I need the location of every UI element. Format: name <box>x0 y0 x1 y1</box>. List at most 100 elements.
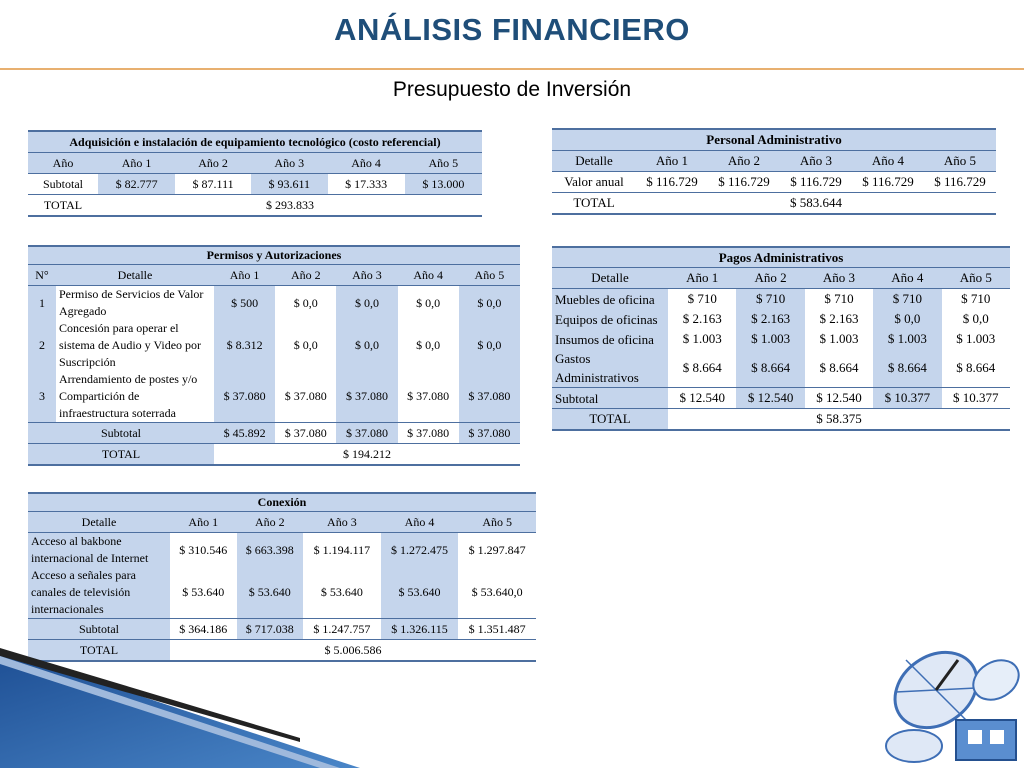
personal-table: Personal Administrativo Detalle Año 1 Añ… <box>552 128 996 215</box>
pagos-total-label: TOTAL <box>552 408 668 431</box>
permisos-row-value: $ 37.080 <box>275 371 337 423</box>
permisos-subtotal-5: $ 37.080 <box>458 422 520 444</box>
pagos-row-value: $ 2.163 <box>668 309 737 329</box>
permisos-row-number: 2 <box>28 320 56 371</box>
conexion-header-5: Año 5 <box>458 511 536 533</box>
personal-header-3: Año 3 <box>780 150 852 172</box>
conexion-row-value: $ 53.640 <box>236 567 304 619</box>
table-row: Acceso a señales para canales de televis… <box>28 567 536 619</box>
conexion-row-value: $ 1.272.475 <box>380 532 459 567</box>
pagos-row-value: $ 1.003 <box>941 329 1010 349</box>
permisos-header-4: Año 3 <box>336 264 398 286</box>
personal-header-0: Detalle <box>552 150 636 172</box>
pagos-subtotal-1: $ 12.540 <box>668 387 737 409</box>
table-row: 2 Concesión para operar el sistema de Au… <box>28 320 520 371</box>
table-row: 3 Arrendamiento de postes y/o Compartici… <box>28 371 520 423</box>
conexion-header-3: Año 3 <box>303 511 381 533</box>
adquisicion-subtotal-4: $ 17.333 <box>327 173 405 195</box>
permisos-row-value: $ 37.080 <box>336 371 398 423</box>
personal-caption: Personal Administrativo <box>552 128 996 151</box>
pagos-row-value: $ 0,0 <box>873 309 942 329</box>
conexion-subtotal-3: $ 1.247.757 <box>303 618 381 640</box>
pagos-row-value: $ 1.003 <box>873 329 942 349</box>
adquisicion-subtotal-label: Subtotal <box>28 173 98 195</box>
adquisicion-header-1: Año 1 <box>98 152 176 174</box>
adquisicion-table: Adquisición e instalación de equipamient… <box>28 130 482 217</box>
conexion-subtotal-4: $ 1.326.115 <box>380 618 459 640</box>
adquisicion-total-label: TOTAL <box>28 194 98 217</box>
personal-total-label: TOTAL <box>552 192 636 215</box>
personal-row-label: Valor anual <box>552 171 636 193</box>
permisos-row-value: $ 0,0 <box>275 285 337 320</box>
pagos-subtotal-2: $ 12.540 <box>736 387 805 409</box>
conexion-header-0: Detalle <box>28 511 170 533</box>
pagos-row-value: $ 1.003 <box>668 329 737 349</box>
pagos-row-value: $ 1.003 <box>736 329 805 349</box>
permisos-total-value: $ 194.212 <box>214 443 520 466</box>
table-row: Muebles de oficina $ 710 $ 710 $ 710 $ 7… <box>552 288 1010 309</box>
adquisicion-subtotal-2: $ 87.111 <box>175 173 251 195</box>
permisos-total-label: TOTAL <box>28 443 214 466</box>
conexion-table: Conexión Detalle Año 1 Año 2 Año 3 Año 4… <box>28 492 536 662</box>
adquisicion-header-5: Año 5 <box>404 152 482 174</box>
permisos-row-value: $ 37.080 <box>214 371 276 423</box>
permisos-header-2: Año 1 <box>214 264 276 286</box>
table-row: Insumos de oficina $ 1.003 $ 1.003 $ 1.0… <box>552 329 1010 349</box>
adquisicion-subtotal-3: $ 93.611 <box>250 173 328 195</box>
pagos-subtotal-label: Subtotal <box>552 387 668 409</box>
personal-total-value: $ 583.644 <box>636 192 996 215</box>
permisos-row-number: 3 <box>28 371 56 423</box>
table-row: Gastos Administrativos $ 8.664 $ 8.664 $… <box>552 349 1010 388</box>
conexion-row-value: $ 53.640 <box>170 567 237 619</box>
personal-value-3: $ 116.729 <box>780 171 852 193</box>
permisos-row-value: $ 0,0 <box>458 285 520 320</box>
adquisicion-subtotal-5: $ 13.000 <box>404 173 482 195</box>
pagos-row-value: $ 710 <box>873 288 942 309</box>
personal-header-4: Año 4 <box>852 150 924 172</box>
conexion-header-2: Año 2 <box>236 511 304 533</box>
pagos-header-0: Detalle <box>552 267 668 289</box>
pagos-header-3: Año 3 <box>804 267 874 289</box>
permisos-subtotal-label: Subtotal <box>28 422 214 444</box>
pagos-subtotal-5: $ 10.377 <box>941 387 1010 409</box>
pagos-header-2: Año 2 <box>736 267 805 289</box>
conexion-header-4: Año 4 <box>380 511 459 533</box>
conexion-header-1: Año 1 <box>170 511 237 533</box>
pagos-row-value: $ 2.163 <box>736 309 805 329</box>
conexion-row-value: $ 53.640,0 <box>458 567 536 619</box>
pagos-row-value: $ 0,0 <box>941 309 1010 329</box>
pagos-row-detalle: Muebles de oficina <box>552 288 668 309</box>
conexion-row-value: $ 310.546 <box>170 532 237 567</box>
conexion-total-value: $ 5.006.586 <box>170 639 536 662</box>
personal-value-4: $ 116.729 <box>852 171 924 193</box>
permisos-row-value: $ 500 <box>214 285 276 320</box>
conexion-row-detalle: Acceso al bakbone internacional de Inter… <box>28 532 170 567</box>
personal-header-5: Año 5 <box>924 150 996 172</box>
satellite-dish-icon <box>885 650 1020 763</box>
permisos-header-1: Detalle <box>56 264 214 286</box>
permisos-row-value: $ 0,0 <box>397 320 459 371</box>
permisos-row-detalle: Arrendamiento de postes y/o Compartición… <box>56 371 214 423</box>
permisos-row-value: $ 37.080 <box>397 371 459 423</box>
pagos-row-value: $ 8.664 <box>736 349 805 388</box>
pagos-total-value: $ 58.375 <box>668 408 1010 431</box>
adquisicion-caption: Adquisición e instalación de equipamient… <box>28 130 482 153</box>
conexion-row-detalle: Acceso a señales para canales de televis… <box>28 567 170 619</box>
adquisicion-header-4: Año 4 <box>327 152 405 174</box>
conexion-subtotal-5: $ 1.351.487 <box>458 618 536 640</box>
pagos-row-value: $ 8.664 <box>668 349 737 388</box>
conexion-row-value: $ 663.398 <box>236 532 304 567</box>
permisos-row-value: $ 37.080 <box>458 371 520 423</box>
permisos-table: Permisos y Autorizaciones N° Detalle Año… <box>28 245 520 466</box>
page-title: ANÁLISIS FINANCIERO <box>334 12 690 47</box>
pagos-caption: Pagos Administrativos <box>552 246 1010 268</box>
pagos-header-4: Año 4 <box>873 267 942 289</box>
personal-value-5: $ 116.729 <box>924 171 996 193</box>
personal-value-1: $ 116.729 <box>636 171 708 193</box>
pagos-subtotal-4: $ 10.377 <box>873 387 942 409</box>
table-row: 1 Permiso de Servicios de Valor Agregado… <box>28 285 520 320</box>
adquisicion-total-value: $ 293.833 <box>98 194 482 217</box>
permisos-row-value: $ 0,0 <box>397 285 459 320</box>
permisos-header-0: N° <box>28 264 56 286</box>
adquisicion-header-2: Año 2 <box>175 152 251 174</box>
